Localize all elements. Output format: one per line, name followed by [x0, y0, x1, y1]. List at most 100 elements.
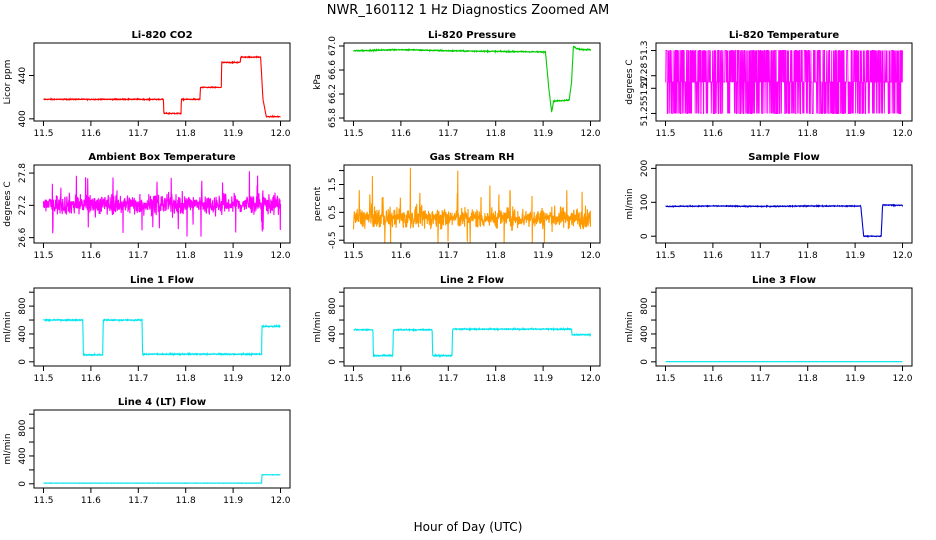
- x-tick-label: 11.6: [391, 374, 411, 384]
- panel-co2: Li-820 CO2 11.5 11.6 11.7 11.8 11.9 12.0 400 440…: [3, 30, 291, 139]
- x-tick-label: 11.8: [798, 129, 818, 139]
- y-tick-label: 65.8: [328, 108, 338, 128]
- panel-rh: Gas Stream RH 11.5 11.6 11.7 11.8 11.9 12.0 -0.…: [313, 152, 601, 261]
- y-tick-label: -0.5: [328, 231, 338, 249]
- y-axis-label: ml/min: [3, 311, 13, 342]
- x-tick-label: 12.0: [580, 374, 600, 384]
- y-tick-label: 400: [18, 447, 28, 464]
- series-line-rh: [352, 167, 592, 244]
- panel-title: Line 2 Flow: [440, 275, 504, 286]
- x-tick-label: 11.6: [703, 251, 723, 261]
- x-tick-label: 11.8: [176, 496, 196, 506]
- panel-temp: Li-820 Temperature 11.5 11.6 11.7 11.8 11.9 12…: [625, 30, 913, 139]
- plot-frame: [655, 287, 913, 367]
- panel-ambient: Ambient Box Temperature 11.5 11.6 11.7 11.8 1…: [3, 152, 291, 261]
- x-tick-label: 11.9: [223, 251, 243, 261]
- y-axis-label: kPa: [313, 74, 323, 90]
- y-tick-label: 51.28: [640, 63, 650, 89]
- x-tick-label: 11.6: [81, 251, 101, 261]
- y-tick-label: 0: [640, 359, 650, 365]
- y-tick-label: 200: [640, 160, 650, 177]
- x-tick-label: 12.0: [892, 129, 912, 139]
- x-tick-label: 11.8: [486, 374, 506, 384]
- figure-title: NWR_160112 1 Hz Diagnostics Zoomed AM: [327, 3, 610, 18]
- x-tick-label: 12.0: [580, 251, 600, 261]
- y-tick-label: 400: [640, 325, 650, 342]
- plot-frame: [33, 409, 291, 489]
- y-axis-label: ml/min: [625, 188, 635, 219]
- series-line-line4: [43, 473, 281, 485]
- x-tick-label: 12.0: [270, 374, 290, 384]
- y-tick-label: 800: [328, 297, 338, 314]
- panel-line4: Line 4 (LT) Flow 11.5 11.6 11.7 11.8 11.9 12.0…: [3, 397, 291, 506]
- plot-frame: [343, 42, 601, 122]
- y-tick-label: 0: [328, 359, 338, 365]
- y-axis-label: ml/min: [313, 311, 323, 342]
- x-tick-label: 11.5: [33, 129, 53, 139]
- x-tick-label: 11.5: [343, 129, 363, 139]
- y-tick-label: 0: [18, 481, 28, 487]
- panel-line3: Line 3 Flow 11.5 11.6 11.7 11.8 11.9 12.0 0 400 8…: [625, 275, 913, 384]
- y-tick-label: 67.0: [328, 36, 338, 56]
- x-tick-label: 11.5: [655, 251, 675, 261]
- x-tick-label: 12.0: [892, 251, 912, 261]
- x-tick-label: 11.7: [750, 374, 770, 384]
- y-tick-label: 51.3: [640, 41, 650, 61]
- x-tick-label: 11.7: [750, 129, 770, 139]
- x-tick-label: 11.5: [655, 374, 675, 384]
- x-tick-label: 11.8: [798, 251, 818, 261]
- series-line-line2: [353, 326, 592, 358]
- x-tick-label: 12.0: [580, 129, 600, 139]
- x-tick-label: 11.5: [33, 374, 53, 384]
- y-tick-label: 400: [328, 325, 338, 342]
- x-tick-label: 11.6: [703, 374, 723, 384]
- panel-title: Ambient Box Temperature: [88, 152, 235, 163]
- y-tick-label: 66.2: [328, 84, 338, 104]
- x-tick-label: 11.8: [176, 129, 196, 139]
- x-tick-label: 11.8: [486, 251, 506, 261]
- panel-title: Line 1 Flow: [130, 275, 194, 286]
- plot-frame: [655, 42, 913, 122]
- y-axis-label: Licor ppm: [3, 60, 13, 105]
- y-tick-label: 100: [640, 193, 650, 210]
- x-tick-label: 11.6: [81, 496, 101, 506]
- series-line-sflow: [665, 203, 904, 238]
- y-tick-label: 440: [18, 67, 28, 84]
- y-axis-label: degrees C: [3, 181, 13, 226]
- y-tick-label: 0: [640, 233, 650, 239]
- x-tick-label: 11.6: [391, 129, 411, 139]
- plot-frame: [655, 164, 913, 244]
- x-tick-label: 11.9: [223, 374, 243, 384]
- y-tick-label: 27.2: [18, 195, 28, 215]
- y-axis-label: degrees C: [625, 59, 635, 104]
- x-tick-label: 12.0: [270, 129, 290, 139]
- x-tick-label: 12.0: [892, 374, 912, 384]
- y-tick-label: 0: [18, 359, 28, 365]
- x-tick-label: 11.9: [533, 374, 553, 384]
- panel-title: Li-820 Temperature: [729, 30, 839, 41]
- panel-title: Sample Flow: [748, 152, 820, 163]
- panel-title: Li-820 CO2: [131, 30, 192, 41]
- x-tick-label: 11.8: [176, 251, 196, 261]
- y-tick-label: 27.8: [18, 163, 28, 183]
- plot-frame: [343, 164, 601, 244]
- x-tick-label: 12.0: [270, 496, 290, 506]
- panel-sflow: Sample Flow 11.5 11.6 11.7 11.8 11.9 12.0 0 100 2…: [625, 152, 913, 261]
- y-tick-label: 800: [18, 297, 28, 314]
- x-tick-label: 11.7: [438, 251, 458, 261]
- x-tick-label: 11.5: [33, 496, 53, 506]
- figure-x-axis-label: Hour of Day (UTC): [414, 520, 523, 534]
- plot-frame: [33, 287, 291, 367]
- panel-title: Gas Stream RH: [430, 152, 515, 163]
- x-tick-label: 11.7: [750, 251, 770, 261]
- series-line-line1: [42, 317, 281, 357]
- y-tick-label: 51.25: [640, 101, 650, 127]
- panel-line1: Line 1 Flow 11.5 11.6 11.7 11.8 11.9 12.0 0 400 8…: [3, 275, 291, 384]
- x-tick-label: 11.9: [533, 129, 553, 139]
- x-tick-label: 11.6: [81, 129, 101, 139]
- x-tick-label: 11.9: [845, 251, 865, 261]
- y-tick-label: 51.27: [640, 75, 650, 101]
- panel-pressure: Li-820 Pressure 11.5 11.6 11.7 11.8 11.9 12.0 6…: [313, 30, 601, 139]
- x-tick-label: 11.7: [128, 129, 148, 139]
